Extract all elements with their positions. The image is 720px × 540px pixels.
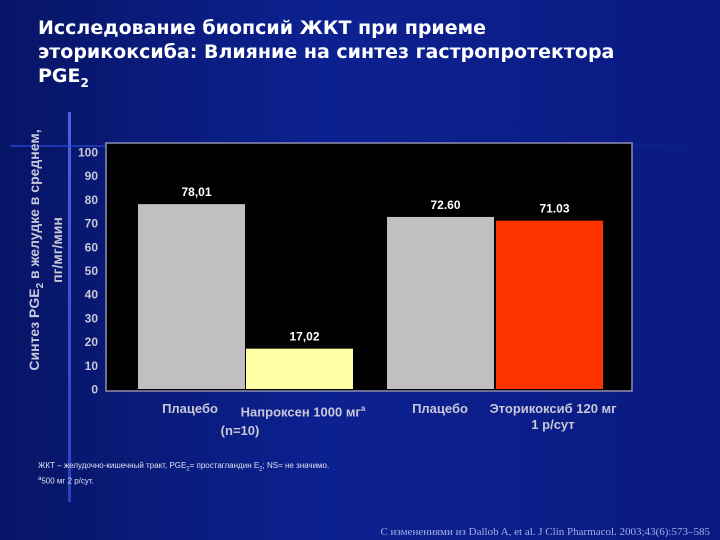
- bar-value-labels: 78,01 17,02 72.60 71.03: [181, 185, 569, 344]
- bar-value-label: 71.03: [539, 202, 569, 216]
- footnote-dosage-text: 500 мг 2 р/сут.: [41, 476, 94, 486]
- x-label-etoricoxib: Эторикоксиб 120 мг 1 р/сут: [478, 401, 628, 433]
- y-tick-label: 80: [85, 193, 99, 207]
- x-label-placebo-2: Плацебо: [412, 401, 468, 416]
- footnote-dosage: a500 мг 2 р/сут.: [38, 476, 94, 486]
- bars: [138, 204, 603, 389]
- footnote-abbreviations: ЖКТ – желудочно-кишечный тракт, PGE2= пр…: [38, 461, 329, 473]
- x-label-naproxen: Напроксен 1000 мгa: [228, 401, 378, 420]
- bar-3: [387, 216, 494, 389]
- y-tick-label: 50: [85, 264, 99, 278]
- y-tick-label: 70: [85, 217, 99, 231]
- bar-1: [138, 204, 245, 389]
- footnote-sup: a: [38, 476, 42, 482]
- y-tick-label: 20: [85, 335, 99, 349]
- bar-value-label: 17,02: [289, 330, 319, 344]
- title-line-1: Исследование биопсий ЖКТ при приеме: [38, 17, 487, 39]
- y-tick-label: 90: [85, 169, 99, 183]
- bar-value-label: 78,01: [181, 185, 211, 199]
- source-reference: С изменениями из Dallob A, et al. J Clin…: [380, 526, 710, 538]
- x-label-etoricoxib-line2: 1 р/сут: [531, 417, 575, 432]
- bar-value-label: 72.60: [430, 198, 460, 212]
- footnote-sub-2: 2: [259, 466, 263, 473]
- y-tick-label: 100: [78, 146, 98, 160]
- x-label-group-n: (n=10): [220, 423, 260, 438]
- decorative-vertical-line: [68, 112, 71, 502]
- x-label-placebo-1: Плацебо: [162, 401, 218, 416]
- y-axis-ticks: 0 10 20 30 40 50 60 70 80 90 100: [78, 146, 98, 397]
- y-tick-label: 60: [85, 240, 99, 254]
- slide-title: Исследование биопсий ЖКТ при приеме этор…: [38, 16, 688, 95]
- footnote-text-c: ; NS= не значимо.: [262, 461, 330, 470]
- x-label-etoricoxib-line1: Эторикоксиб 120 мг: [489, 401, 617, 416]
- bar-2: [246, 348, 353, 389]
- title-line-2: эторикоксиба: Влияние на синтез гастропр…: [38, 41, 615, 63]
- x-label-naproxen-sup: a: [360, 404, 366, 413]
- y-tick-label: 0: [91, 383, 98, 397]
- footnote-text-a: ЖКТ – желудочно-кишечный тракт, PGE: [38, 461, 187, 470]
- bar-4: [496, 220, 603, 389]
- y-tick-label: 10: [85, 359, 99, 373]
- x-label-naproxen-text: Напроксен 1000 мг: [240, 404, 361, 420]
- footnote-sub-1: 2: [186, 466, 190, 473]
- y-tick-label: 30: [85, 311, 99, 325]
- y-tick-label: 40: [85, 288, 99, 302]
- title-line-3: PGE: [38, 65, 81, 87]
- title-subscript: 2: [80, 75, 89, 90]
- footnote-text-b: = простагландин E: [189, 461, 260, 470]
